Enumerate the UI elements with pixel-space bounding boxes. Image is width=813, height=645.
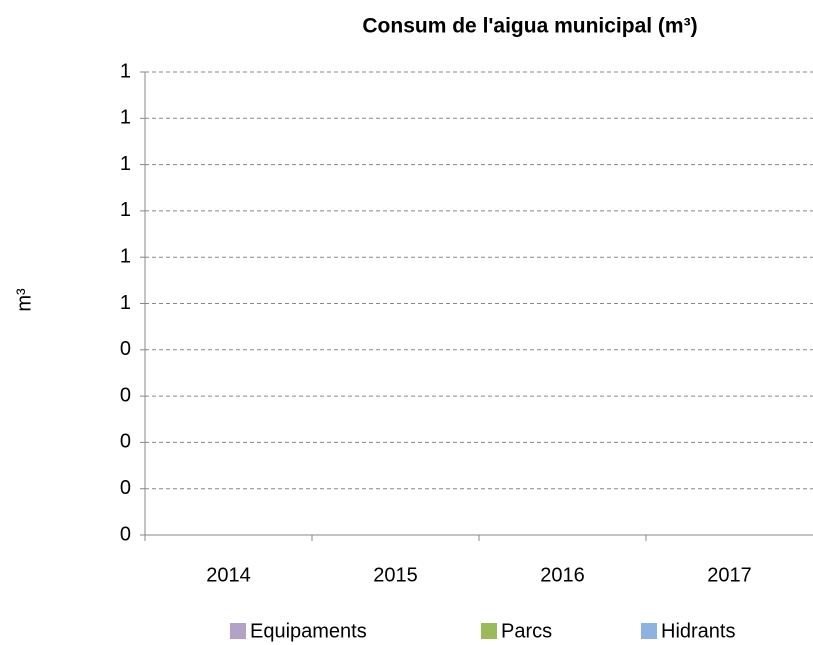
y-axis-label: m³	[13, 288, 35, 312]
legend-label: Hidrants	[661, 620, 735, 642]
legend-label: Equipaments	[250, 620, 367, 642]
y-tick-label: 1	[120, 199, 131, 221]
y-tick-label: 1	[120, 245, 131, 267]
y-tick-label: 0	[120, 431, 131, 453]
y-tick-label: 1	[120, 107, 131, 129]
legend-swatch	[230, 623, 246, 639]
x-tick-label: 2017	[707, 564, 752, 586]
y-tick-label: 0	[120, 523, 131, 545]
y-tick-label: 1	[120, 292, 131, 314]
x-tick-label: 2016	[540, 564, 585, 586]
y-tick-label: 0	[120, 477, 131, 499]
y-tick-label: 1	[120, 153, 131, 175]
y-tick-label: 0	[120, 338, 131, 360]
y-tick-label: 0	[120, 384, 131, 406]
legend-swatch	[481, 623, 497, 639]
legend-swatch	[641, 623, 657, 639]
chart-title: Consum de l'aigua municipal (m³)	[362, 15, 697, 38]
y-tick-label: 1	[120, 60, 131, 82]
legend-label: Parcs	[501, 620, 552, 642]
x-tick-label: 2014	[206, 564, 251, 586]
x-tick-label: 2015	[373, 564, 418, 586]
